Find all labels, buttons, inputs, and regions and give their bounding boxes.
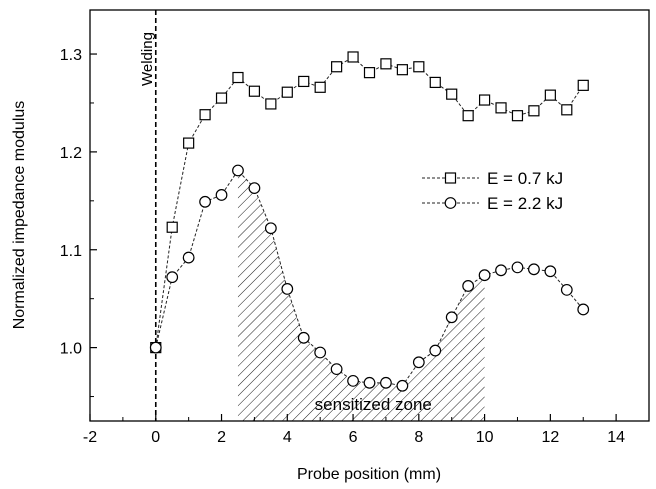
legend-label: E = 2.2 kJ xyxy=(487,194,563,213)
data-point-square xyxy=(544,89,556,101)
y-tick-label: 1.1 xyxy=(60,243,82,260)
data-point-square xyxy=(380,58,392,70)
data-point-square xyxy=(429,76,441,89)
x-tick-label: 14 xyxy=(607,429,625,446)
data-point-circle xyxy=(314,346,327,359)
legend: E = 0.7 kJ E = 2.2 kJ xyxy=(422,169,563,213)
data-point-square xyxy=(478,94,491,106)
data-point-square xyxy=(248,85,261,97)
data-point-square xyxy=(183,137,195,149)
data-point-square xyxy=(495,102,507,114)
data-point-circle xyxy=(462,280,475,292)
data-point-circle xyxy=(149,341,162,354)
x-tick-label: 2 xyxy=(217,429,226,446)
data-point-square xyxy=(281,86,293,98)
data-point-circle xyxy=(166,271,179,284)
sensitized-zone-label: sensitized zone xyxy=(315,395,432,414)
data-point-square xyxy=(347,51,359,63)
data-point-circle xyxy=(248,182,261,195)
data-point-circle xyxy=(495,264,507,277)
data-point-circle xyxy=(544,265,557,278)
sensitized-zone-area xyxy=(237,170,485,421)
x-tick-label: 8 xyxy=(414,429,423,446)
y-tick-label: 1.0 xyxy=(60,341,82,358)
data-point-circle xyxy=(363,376,376,389)
legend-square-marker xyxy=(444,172,457,184)
data-point-square xyxy=(561,104,573,116)
data-point-square xyxy=(363,67,376,79)
data-point-square xyxy=(166,221,178,233)
data-point-square xyxy=(413,61,425,73)
y-tick-label: 1.2 xyxy=(60,145,82,162)
y-axis-label: Normalized impedance modulus xyxy=(11,101,28,330)
y-tick-label: 1.3 xyxy=(60,47,82,64)
data-point-circle xyxy=(281,282,294,295)
data-point-circle xyxy=(511,261,524,274)
data-point-circle xyxy=(412,356,425,369)
data-point-square xyxy=(396,64,408,76)
data-point-circle xyxy=(577,303,590,316)
data-point-circle xyxy=(232,164,244,177)
x-tick-label: 0 xyxy=(151,429,160,446)
data-point-circle xyxy=(478,269,491,282)
data-point-circle xyxy=(445,311,458,324)
data-point-circle xyxy=(396,379,409,392)
x-tick-label: 4 xyxy=(283,429,292,446)
data-point-circle xyxy=(347,374,359,387)
data-point-square xyxy=(232,71,244,84)
data-point-square xyxy=(462,110,474,122)
data-point-circle xyxy=(330,363,343,376)
data-point-circle xyxy=(264,222,277,235)
data-point-circle xyxy=(560,283,573,296)
data-point-circle xyxy=(215,189,228,201)
data-point-circle xyxy=(182,251,195,264)
data-point-square xyxy=(577,79,589,91)
data-point-square xyxy=(199,109,211,121)
data-point-circle xyxy=(528,263,540,276)
x-axis-label: Probe position (mm) xyxy=(297,466,441,483)
plot-frame xyxy=(89,9,650,422)
legend-circle-marker xyxy=(444,197,457,209)
legend-label: E = 0.7 kJ xyxy=(487,169,563,188)
data-point-square xyxy=(511,110,524,122)
data-point-circle xyxy=(199,195,211,208)
data-point-square xyxy=(331,61,343,73)
data-point-square xyxy=(215,92,228,104)
x-tick-label: -2 xyxy=(83,429,97,446)
data-point-circle xyxy=(380,376,392,389)
x-tick-label: 10 xyxy=(476,429,494,446)
x-tick-label: 12 xyxy=(541,429,559,446)
data-point-circle xyxy=(429,344,442,357)
data-point-circle xyxy=(297,331,310,344)
data-point-square xyxy=(446,88,458,100)
data-point-square xyxy=(298,75,310,88)
data-point-square xyxy=(314,81,326,93)
x-axis: -2 0 2 4 6 8 10 12 14 xyxy=(83,414,625,446)
x-tick-label: 6 xyxy=(349,429,358,446)
data-point-square xyxy=(528,105,540,117)
series-2.2kJ xyxy=(149,164,590,392)
series-0.7kJ xyxy=(150,51,589,354)
data-point-square xyxy=(265,98,277,110)
y-axis: 1.0 1.1 1.2 1.3 xyxy=(60,47,97,398)
welding-label: Welding xyxy=(139,32,156,86)
